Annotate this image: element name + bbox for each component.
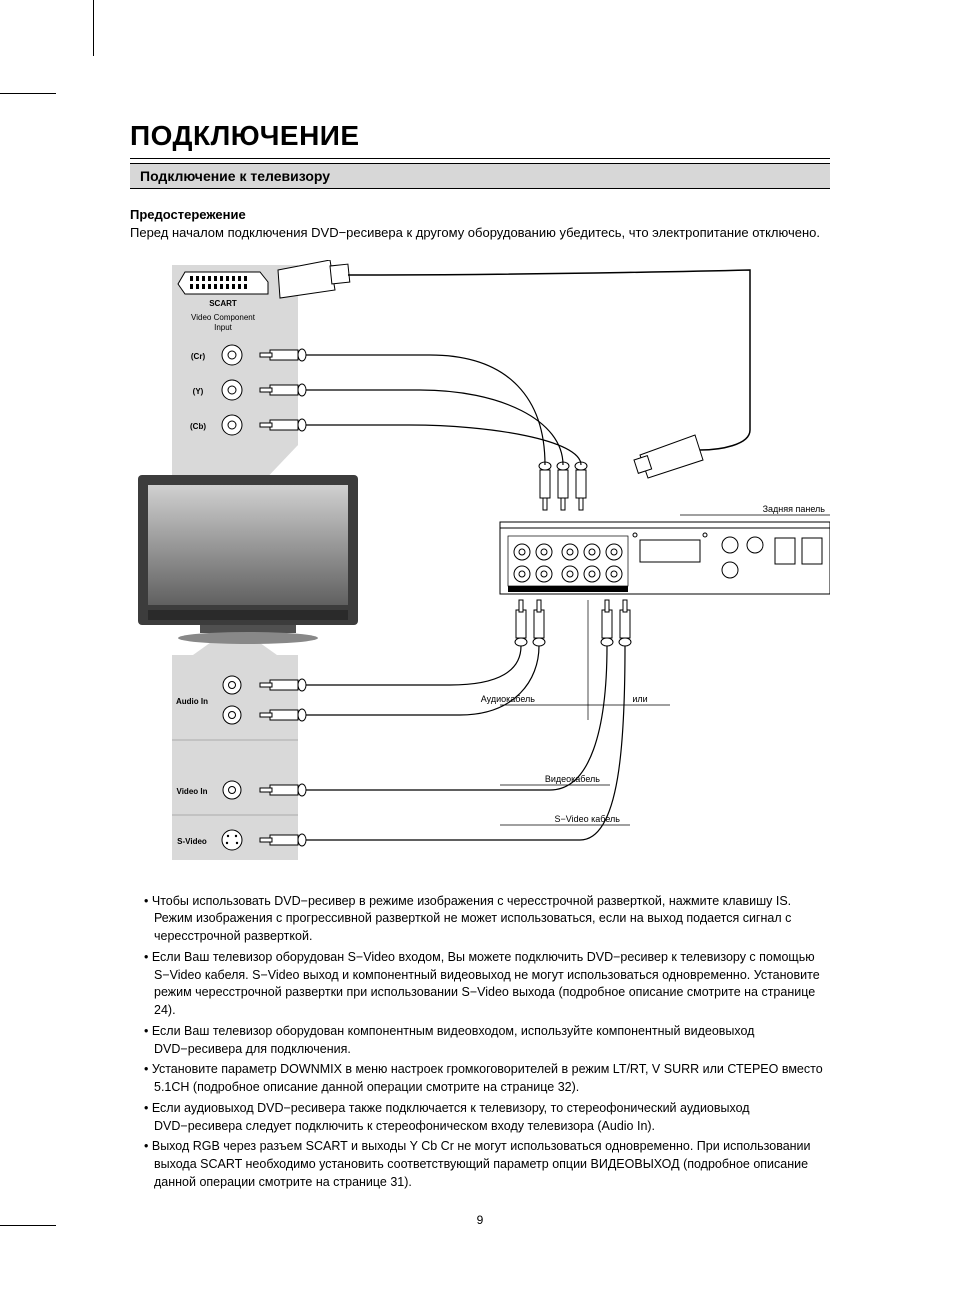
rear-panel-label: Задняя панель [763, 504, 826, 514]
svg-text:Video In: Video In [177, 787, 208, 796]
cable-video [306, 646, 607, 790]
warning-heading: Предостережение [130, 207, 830, 222]
video-cable-label: Видеокабель [545, 774, 600, 784]
tv-icon [138, 475, 358, 644]
scart-socket-icon [178, 272, 268, 294]
list-item: Чтобы использовать DVD−ресивер в режиме … [144, 893, 830, 946]
component-input-label-1: Video Component [191, 313, 256, 322]
crop-mark [93, 0, 94, 56]
crop-mark [0, 93, 56, 94]
audio-in-label: Audio In [176, 697, 208, 706]
scart-plug-receiver [634, 435, 703, 478]
scart-label: SCART [209, 299, 237, 308]
svg-text:S-Video: S-Video [177, 837, 207, 846]
component-input-label-2: Input [214, 323, 233, 332]
rca-audio-l [223, 706, 241, 724]
section-heading: Подключение к телевизору [130, 163, 830, 189]
page-title: ПОДКЛЮЧЕНИЕ [130, 120, 830, 152]
cable-component [306, 355, 581, 465]
cable-svideo [306, 646, 625, 840]
crop-mark [0, 1225, 56, 1226]
rca-plug-group-top [539, 462, 587, 510]
list-item: Установите параметр DOWNMIX в меню настр… [144, 1061, 830, 1097]
rca-audio-r [223, 676, 241, 694]
svideo-cable-label: S−Video кабель [555, 814, 621, 824]
rca-plug-group-video [601, 600, 631, 646]
list-item: Если Ваш телевизор оборудован S−Video вх… [144, 949, 830, 1020]
list-item: Если аудиовыход DVD−ресивера также подкл… [144, 1100, 830, 1136]
svg-text:(Cr): (Cr) [191, 352, 206, 361]
warning-text: Перед началом подключения DVD−ресивера к… [130, 224, 830, 242]
list-item: Выход RGB через разъем SCART и выходы Y … [144, 1138, 830, 1191]
or-label: или [632, 694, 647, 704]
page-number: 9 [130, 1213, 830, 1227]
audio-cable-label: Аудиокабель [481, 694, 536, 704]
svg-text:(Cb): (Cb) [190, 422, 206, 431]
receiver-rear-panel [500, 522, 830, 594]
connection-diagram: SCART Video Component Input (Cr) (Y) (Cb… [130, 260, 830, 875]
rca-plug-group-audio [515, 600, 545, 646]
notes-list: Чтобы использовать DVD−ресивер в режиме … [130, 893, 830, 1192]
svg-text:(Y): (Y) [193, 387, 204, 396]
page-content: ПОДКЛЮЧЕНИЕ Подключение к телевизору Пре… [130, 120, 830, 1195]
list-item: Если Ваш телевизор оборудован компонентн… [144, 1023, 830, 1059]
cable-scart [348, 270, 750, 450]
title-underline [130, 158, 830, 159]
